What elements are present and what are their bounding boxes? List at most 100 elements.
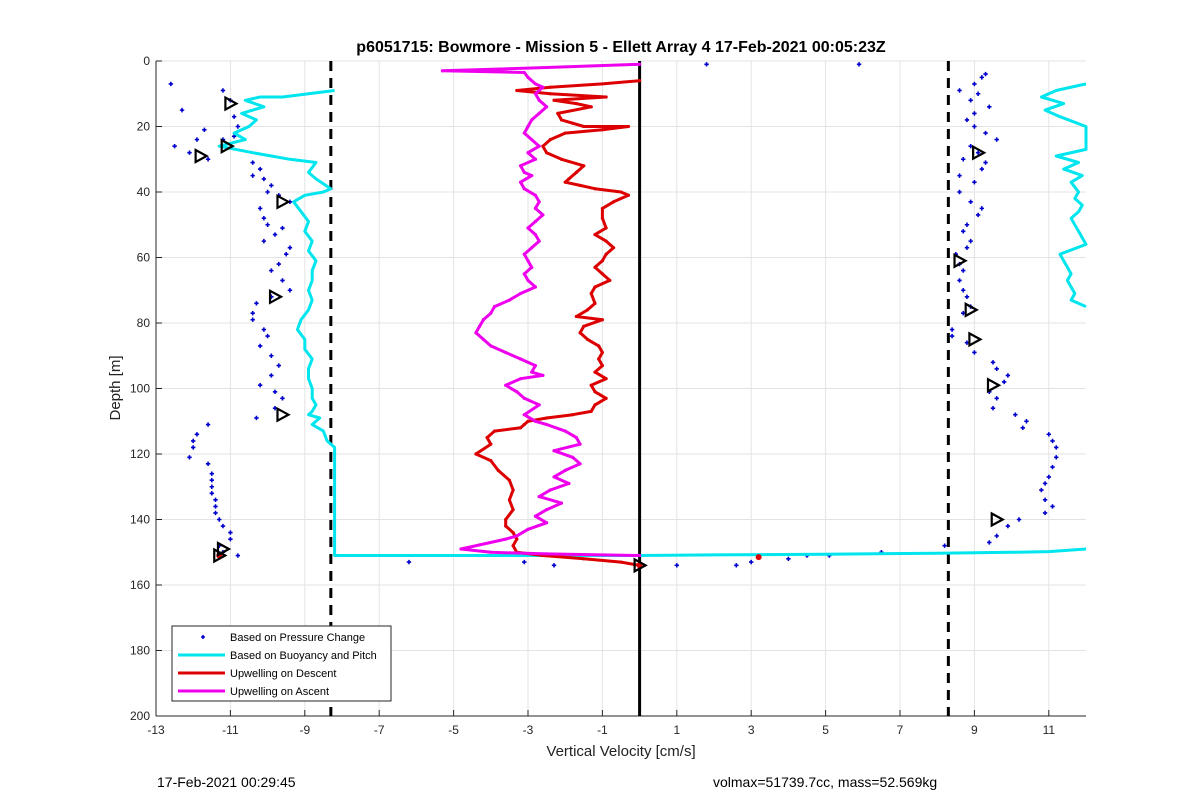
- legend-swatch-pressure: [201, 635, 205, 639]
- pressure-change-point: [942, 543, 947, 548]
- pressure-change-point: [231, 114, 237, 119]
- pressure-change-point: [1042, 481, 1048, 486]
- upwelling-ascent-line-vertex: [504, 350, 508, 355]
- pressure-change-point: [983, 71, 988, 77]
- x-tick-label: 9: [971, 723, 978, 737]
- pressure-change-point: [191, 445, 196, 450]
- upwelling-descent-line-vertex: [522, 422, 526, 427]
- upwelling-descent-line-vertex: [593, 285, 597, 289]
- upwelling-ascent-line-vertex: [518, 357, 523, 361]
- pressure-change-point: [202, 127, 207, 132]
- upwelling-ascent-line-vertex: [440, 69, 445, 73]
- upwelling-descent-line-vertex: [545, 416, 549, 420]
- pressure-change-point: [987, 540, 992, 545]
- upwelling-descent-line-vertex: [585, 308, 590, 312]
- y-axis-label: Depth [m]: [107, 355, 124, 420]
- x-tick-label: -5: [448, 723, 459, 737]
- pressure-change-point: [1042, 497, 1048, 503]
- pressure-change-point: [704, 62, 709, 67]
- upwelling-ascent-line-vertex: [548, 488, 552, 492]
- triangle-marker: [216, 541, 232, 557]
- upwelling-ascent-line-vertex: [489, 311, 493, 315]
- pressure-change-point: [964, 117, 970, 123]
- pressure-change-point: [250, 317, 255, 322]
- upwelling-descent-line-vertex: [600, 216, 605, 220]
- y-tick-label: 20: [137, 120, 151, 134]
- pressure-change-point: [269, 183, 274, 188]
- pressure-change-point: [964, 245, 970, 250]
- upwelling-ascent-line-vertex: [530, 370, 534, 374]
- upwelling-descent-line-vertex: [619, 190, 623, 194]
- legend-label: Based on Pressure Change: [230, 632, 365, 644]
- pressure-change-point: [1005, 523, 1011, 529]
- upwelling-descent-line-vertex: [582, 557, 586, 561]
- pressure-change-point: [1039, 487, 1044, 493]
- plot-area: [168, 62, 1088, 574]
- upwelling-ascent-line-vertex: [563, 429, 567, 433]
- upwelling-descent-line-vertex: [600, 350, 605, 355]
- pressure-change-point: [975, 212, 981, 218]
- y-tick-label: 180: [130, 644, 150, 658]
- upwelling-descent-line-vertex: [485, 436, 489, 440]
- upwelling-descent-line-vertex: [556, 111, 560, 115]
- pressure-change-point: [209, 491, 214, 496]
- upwelling-ascent-line-vertex: [537, 98, 541, 102]
- pressure-change-point: [994, 396, 999, 401]
- pressure-change-point: [1001, 379, 1007, 385]
- pressure-change-point: [250, 310, 255, 316]
- upwelling-ascent-line-vertex: [522, 170, 526, 174]
- upwelling-ascent-line-vertex: [537, 494, 541, 499]
- x-tick-label: 1: [673, 723, 680, 737]
- pressure-change-point: [968, 238, 973, 244]
- upwelling-descent-line-vertex: [515, 537, 519, 541]
- upwelling-ascent-line-vertex: [537, 403, 541, 407]
- upwelling-ascent-line-vertex: [504, 537, 508, 541]
- upwelling-ascent-line-vertex: [518, 377, 523, 381]
- pressure-change-point: [949, 333, 955, 339]
- upwelling-ascent-line-vertex: [537, 144, 541, 148]
- pressure-change-point: [972, 124, 977, 129]
- y-tick-label: 160: [130, 578, 150, 592]
- upwelling-descent-line-vertex: [600, 82, 605, 86]
- pressure-change-point: [1005, 373, 1011, 378]
- upwelling-ascent-line-vertex: [533, 82, 538, 86]
- pressure-change-point: [957, 173, 962, 178]
- upwelling-descent-line-vertex: [589, 105, 593, 109]
- upwelling-ascent-line-vertex: [530, 174, 534, 178]
- pressure-change-point: [749, 559, 754, 565]
- upwelling-ascent-line-vertex: [533, 206, 538, 210]
- pressure-change-point: [257, 343, 263, 349]
- pressure-change-point: [949, 327, 955, 332]
- upwelling-descent-line-vertex: [496, 468, 500, 472]
- upwelling-descent-line-vertex: [582, 164, 586, 168]
- pressure-change-point: [961, 157, 966, 162]
- x-tick-label: 11: [1043, 723, 1056, 737]
- red-point: [755, 554, 762, 561]
- triangle-marker: [268, 288, 284, 305]
- upwelling-descent-line-vertex: [571, 413, 575, 417]
- buoyancy-pitch-line: [1039, 82, 1088, 308]
- pressure-change-point: [957, 88, 962, 93]
- upwelling-descent-line-vertex: [585, 337, 590, 341]
- upwelling-descent-line-vertex: [582, 124, 586, 129]
- upwelling-descent-line-vertex: [600, 272, 605, 276]
- upwelling-descent-line-vertex: [574, 170, 578, 174]
- reference-lines: [329, 61, 950, 716]
- pressure-change-point: [1050, 464, 1055, 470]
- upwelling-ascent-line-vertex: [533, 219, 538, 224]
- x-tick-label: 7: [897, 723, 904, 737]
- triangle-marker: [276, 406, 291, 423]
- triangle-marker: [633, 557, 648, 574]
- upwelling-ascent-line-vertex: [526, 259, 530, 263]
- upwelling-descent-line-vertex: [578, 183, 582, 188]
- pressure-change-point: [734, 563, 739, 568]
- upwelling-ascent-line-vertex: [489, 550, 493, 554]
- y-tick-label: 120: [130, 447, 150, 461]
- upwelling-descent-line-vertex: [582, 324, 586, 328]
- pressure-change-point: [287, 288, 293, 293]
- upwelling-ascent-line-vertex: [533, 363, 538, 368]
- upwelling-descent-line-vertex: [511, 488, 515, 492]
- pressure-change-point: [220, 523, 226, 529]
- y-tick-label: 0: [143, 54, 150, 68]
